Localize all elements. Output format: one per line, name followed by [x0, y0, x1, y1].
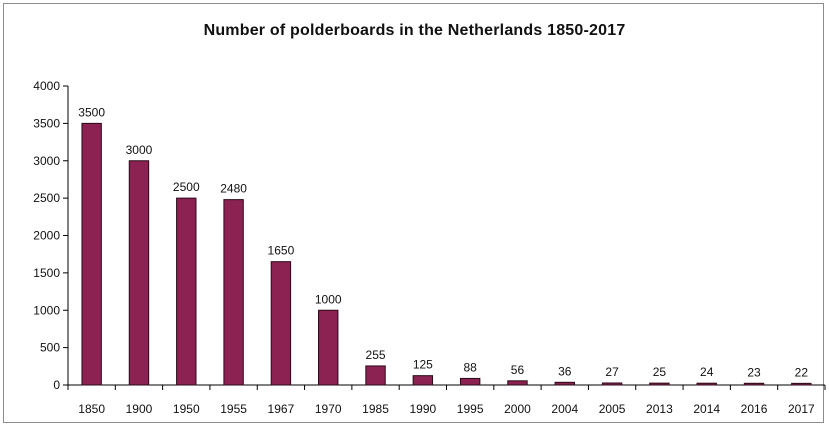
data-label-2005: 27 [605, 365, 619, 379]
bar-2004 [554, 381, 575, 386]
x-tick-label-2004: 2004 [551, 402, 578, 416]
x-tick-label-2013: 2013 [646, 402, 673, 416]
data-label-2014: 24 [700, 365, 714, 379]
bar-2000 [507, 380, 528, 386]
x-tick-label-2014: 2014 [693, 402, 720, 416]
data-label-2016: 23 [747, 365, 761, 379]
x-tick-label-1985: 1985 [362, 402, 389, 416]
data-label-1850: 3500 [78, 105, 105, 119]
data-label-2000: 56 [511, 363, 525, 377]
data-label-1990: 125 [413, 358, 433, 372]
bar-1990 [412, 375, 434, 386]
data-label-1950: 2500 [173, 180, 200, 194]
data-label-1967: 1650 [268, 244, 295, 258]
bar-2005 [601, 382, 623, 386]
bar-1995 [459, 377, 481, 386]
chart-title: Number of polderboards in the Netherland… [203, 22, 626, 39]
bars [81, 122, 812, 386]
data-label-1970: 1000 [315, 292, 342, 306]
y-tick-label: 500 [40, 341, 60, 355]
bar-1950 [176, 197, 197, 386]
y-tick-label: 2000 [33, 229, 60, 243]
bar-2013 [649, 382, 670, 386]
bar-1900 [128, 160, 150, 386]
x-tick-label-1900: 1900 [126, 402, 153, 416]
y-tick-label: 1500 [33, 266, 60, 280]
data-label-2004: 36 [558, 364, 572, 378]
bar-2014 [696, 382, 717, 386]
bar-1850 [81, 122, 102, 386]
x-tick-label-1850: 1850 [78, 402, 105, 416]
x-tick-label-1955: 1955 [220, 402, 247, 416]
y-tick-label: 4000 [33, 79, 60, 93]
bar-1970 [318, 309, 339, 386]
x-tick-label-2016: 2016 [741, 402, 768, 416]
x-tick-label-1967: 1967 [268, 402, 295, 416]
y-axis: 0 500 1000 1500 2000 2500 3000 3500 4000 [33, 79, 69, 392]
data-label-1955: 2480 [220, 182, 247, 196]
x-tick-label-1995: 1995 [457, 402, 484, 416]
y-tick-label: 3000 [33, 154, 60, 168]
bar-1967 [270, 261, 292, 386]
x-tick-label-2000: 2000 [504, 402, 531, 416]
x-axis: 1850 1900 1950 1955 1967 1970 1985 1990 1995 2000… [67, 384, 826, 416]
data-label-1985: 255 [366, 348, 386, 362]
bar-1955 [223, 199, 244, 386]
data-label-2017: 22 [795, 365, 809, 379]
data-label-2013: 25 [653, 365, 667, 379]
x-tick-label-2005: 2005 [599, 402, 626, 416]
x-tick-label-1990: 1990 [409, 402, 436, 416]
y-tick-label: 0 [53, 378, 60, 392]
y-tick-label: 1000 [33, 303, 60, 317]
data-label-1900: 3000 [126, 143, 153, 157]
bar-2017 [791, 382, 812, 386]
x-tick-label-1970: 1970 [315, 402, 342, 416]
x-tick-label-2017: 2017 [788, 402, 815, 416]
y-tick-label: 3500 [33, 116, 60, 130]
y-tick-label: 2500 [33, 191, 60, 205]
bar-1985 [365, 365, 386, 386]
data-labels: 3500 3000 2500 2480 1650 1000 255 125 88 56 36 27 25… [78, 105, 808, 379]
data-label-1995: 88 [463, 360, 477, 374]
bar-2016 [743, 382, 765, 386]
x-tick-label-1950: 1950 [173, 402, 200, 416]
